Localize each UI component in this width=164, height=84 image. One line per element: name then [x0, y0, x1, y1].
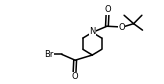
Text: O: O: [118, 23, 125, 32]
Text: Br: Br: [44, 50, 53, 59]
Text: O: O: [104, 5, 111, 14]
Text: N: N: [89, 27, 95, 36]
Text: O: O: [71, 72, 78, 81]
